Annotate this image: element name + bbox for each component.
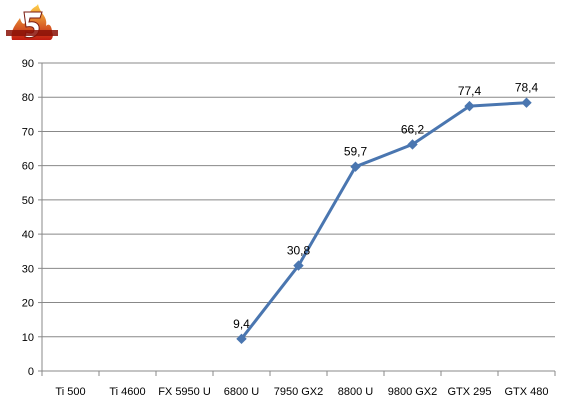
data-point-marker	[293, 260, 304, 271]
y-tick-label: 30	[22, 263, 34, 275]
data-label: 78,4	[515, 81, 539, 95]
series-line-path	[240, 101, 527, 340]
y-tick-label: 70	[22, 126, 34, 138]
y-tick-label: 20	[22, 298, 34, 310]
series-line	[240, 101, 527, 340]
y-tick-label: 50	[22, 195, 34, 207]
data-point-marker	[521, 97, 532, 108]
x-tick-label: GTX 295	[447, 386, 491, 398]
data-label: 30,8	[287, 244, 311, 258]
data-label: 77,4	[458, 84, 482, 98]
site-logo[interactable]	[2, 2, 62, 42]
y-tick-label: 0	[28, 366, 34, 378]
y-tick-label: 40	[22, 229, 34, 241]
x-tick-labels: Ti 500 Ti 4600 FX 5950 U 6800 U 7950 GX2 8800…	[55, 386, 548, 398]
x-tick-label: 8800 U	[338, 386, 374, 398]
x-tick-label: FX 5950 U	[158, 386, 211, 398]
data-label: 9,4	[233, 317, 250, 331]
data-label: 59,7	[344, 145, 368, 159]
data-label: 66,2	[401, 122, 425, 136]
x-tick-label: 9800 GX2	[388, 386, 438, 398]
flame-number-logo-icon	[6, 4, 58, 40]
x-tick-label: GTX 480	[504, 386, 548, 398]
data-labels: 9,4 30,8 59,7 66,2 77,4 78,4	[233, 81, 538, 331]
axes	[38, 62, 556, 376]
y-tick-label: 80	[22, 92, 34, 104]
data-markers	[236, 97, 532, 345]
y-tick-label: 90	[22, 58, 34, 70]
y-tick-labels: 0 10 20 30 40 50 60 70 80 90	[22, 58, 34, 378]
gridlines	[42, 62, 555, 338]
data-point-marker	[350, 161, 361, 172]
y-tick-label: 10	[22, 332, 34, 344]
data-point-marker	[236, 333, 247, 345]
data-point-marker	[464, 100, 475, 112]
x-tick-label: 7950 GX2	[274, 386, 324, 398]
x-tick-label: Ti 4600	[109, 386, 145, 398]
data-point-marker	[407, 139, 418, 150]
y-tick-label: 60	[22, 161, 34, 173]
x-tick-label: Ti 500	[55, 386, 85, 398]
x-tick-label: 6800 U	[224, 386, 260, 398]
